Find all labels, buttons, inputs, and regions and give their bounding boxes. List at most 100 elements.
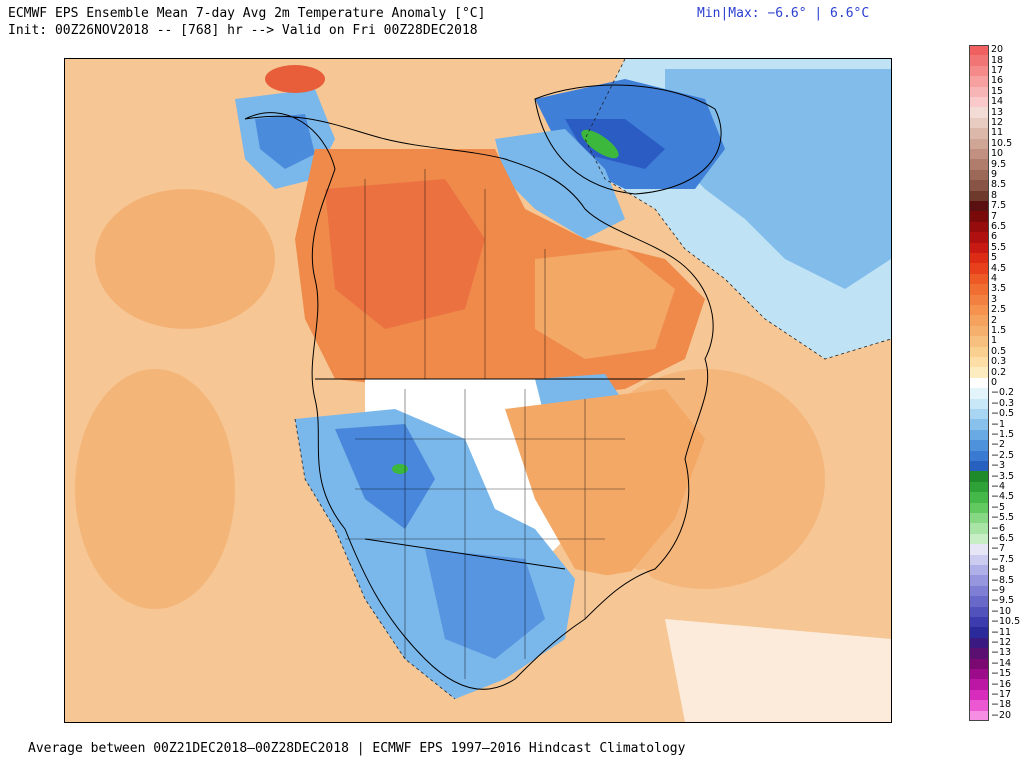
colorbar-label: −7.5 [991,553,1015,565]
colorbar-swatch [969,284,989,296]
colorbar-label: 1.5 [991,325,1007,336]
colorbar-swatch [969,409,989,420]
colorbar-label: −6 [991,522,1006,534]
colorbar-swatch [969,107,989,119]
colorbar-label: 17 [991,65,1004,76]
colorbar-label: −4.5 [991,491,1015,503]
colorbar-label: −18 [991,699,1012,711]
colorbar-label: 0.5 [991,345,1007,357]
eastern-us-warm [505,389,705,579]
colorbar-swatch [969,450,989,462]
colorbar-label: −2 [991,439,1006,451]
colorbar-label: 18 [991,54,1004,66]
colorbar-label: −6.5 [991,533,1015,544]
pacific-warm-patch [95,189,275,329]
colorbar-label: 12 [991,117,1004,128]
colorbar-label: 1 [991,335,998,347]
colorbar-label: −17 [991,689,1012,700]
state-lines [345,389,625,679]
state-province-borders [345,169,625,679]
colorbar-swatch [969,481,989,493]
colorbar-label: 15 [991,85,1004,97]
colorbar-swatch [969,388,989,400]
colorbar-swatch [969,669,989,680]
colorbar-swatch [969,357,989,368]
colorbar-label: 7.5 [991,200,1007,212]
colorbar-swatch [969,294,989,306]
colorbar-swatch [969,419,989,431]
colorbar-swatch [969,180,989,192]
colorbar-label: 0.3 [991,356,1007,368]
colorbar-label: −8.5 [991,574,1015,586]
province-lines [364,169,546,379]
colorbar-swatch [969,55,989,67]
alaska-cold-core [255,114,315,169]
colorbar-label: −12 [991,637,1012,648]
colorbar-label: −11 [991,626,1012,638]
colorbar-label: −7 [991,543,1006,555]
colorbar-label: 20 [991,44,1004,56]
colorbar-swatch [969,201,989,212]
colorbar-swatch [969,305,989,316]
colorbar-label: −15 [991,668,1012,680]
colorbar-swatch [969,461,989,472]
colorbar-label: −13 [991,647,1012,659]
colorbar-swatch [969,575,989,587]
colorbar-swatch [969,440,989,452]
colorbar-swatch [969,211,989,223]
map-title: ECMWF EPS Ensemble Mean 7-day Avg 2m Tem… [8,6,486,21]
colorbar-label: −0.5 [991,408,1015,420]
colorbar-swatch [969,86,989,98]
colorbar-swatch [969,367,989,379]
map-subtitle: Init: 00Z26NOV2018 -- [768] hr --> Valid… [8,23,478,38]
colorbar-swatch [969,492,989,504]
colorbar-swatch [969,648,989,660]
colorbar-swatch [969,232,989,244]
colorbar-label: −9.5 [991,595,1015,607]
colorbar-swatch [969,149,989,160]
colorbar-label: −9 [991,585,1006,596]
colorbar-swatch [969,471,989,483]
colorbar-swatch [969,242,989,254]
colorbar-swatch [969,596,989,608]
colorbar-label: 13 [991,106,1004,118]
gulf-warm-region [585,569,685,679]
colorbar-label: 3 [991,293,998,305]
colorbar-label: −5 [991,501,1006,513]
colorbar-swatch [969,429,989,441]
colorbar-swatch [969,398,989,410]
colorbar-swatch [969,128,989,140]
colorbar-label: 2 [991,314,998,326]
colorbar-label: 4 [991,273,998,284]
colorbar-swatch [969,565,989,576]
colorbar-label: −8 [991,564,1006,576]
colorbar-swatch [969,502,989,514]
colorbar-swatch [969,336,989,348]
colorbar-swatch [969,533,989,545]
hudson-bay-warm [535,249,675,359]
colorbar-label: 6.5 [991,221,1007,232]
greenland-sea-cool-region [665,69,891,289]
colorbar-swatch [969,159,989,171]
colorbar-label: 9.5 [991,158,1007,170]
colorbar-label: 7 [991,210,998,222]
colorbar-swatch [969,523,989,535]
colorbar-swatch [969,315,989,327]
colorbar-label: −10 [991,605,1012,617]
greenland-coastline [534,84,722,195]
colorbar-swatch [969,679,989,691]
colorbar-swatch [969,97,989,108]
footer-caption: Average between 00Z21DEC2018–00Z28DEC201… [28,741,686,756]
rockies-cold-core [335,424,435,529]
colorbar-label: −3 [991,460,1006,472]
colorbar-swatch [969,325,989,337]
colorbar-swatch [969,117,989,129]
colorbar-label: 0.2 [991,366,1007,378]
west-zero-contour [294,418,456,700]
colorbar-swatch [969,377,989,389]
colorbar-swatch [969,190,989,202]
colorbar-swatch [969,65,989,77]
colorbar-swatch [969,263,989,275]
colorbar-label: −5.5 [991,512,1015,524]
colorbar-label: 8 [991,189,998,201]
